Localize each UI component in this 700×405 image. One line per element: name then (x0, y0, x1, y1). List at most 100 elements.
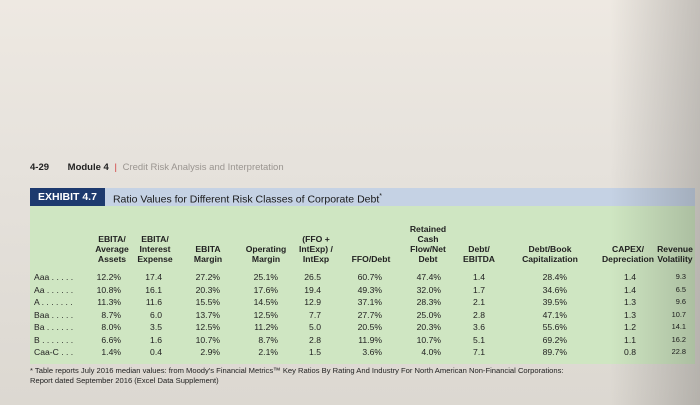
table-cell: 6.5 (675, 284, 686, 294)
table-cell: 89.7% (542, 347, 567, 357)
table-cell: 25.1% (253, 272, 278, 282)
table-cell: 17.6% (253, 284, 278, 295)
table-cell: 16.1 (145, 284, 162, 295)
table-cell: 1.7 (473, 284, 485, 295)
ratio-table: EBITA/Average Assets EBITA/Interest Expense… (30, 206, 695, 364)
table-cell: 16.2 (671, 334, 686, 344)
table-cell: 27.7% (357, 309, 382, 320)
rating-class-label: Aaa . . . . . (34, 272, 74, 282)
footnote-line-2: Report dated September 2016 (Excel Data … (30, 376, 219, 385)
table-cell: 1.3 (624, 297, 636, 307)
table-cell: 20.3% (195, 284, 220, 295)
module-label: Module 4 (67, 162, 109, 173)
column-header-line: IntExp (302, 254, 330, 264)
table-cell: 6.0 (150, 309, 162, 320)
table-cell: 0.8 (624, 347, 636, 357)
table-cell: 11.9% (358, 334, 382, 345)
module-subject: Credit Risk Analysis and Interpretation (122, 162, 284, 173)
table-cell: 1.2 (624, 322, 636, 332)
table-cell: 0.4 (150, 347, 162, 357)
table-cell: 10.8% (96, 284, 121, 295)
table-cell: 9.6 (675, 297, 686, 306)
table-cell: 12.9 (304, 297, 321, 307)
table-cell: 1.4 (473, 272, 485, 282)
table-cell: 10.7% (416, 334, 441, 345)
rating-class-label: B . . . . . . . (34, 334, 74, 345)
table-cell: 10.7 (671, 309, 686, 319)
table-cell: 10.7% (195, 334, 220, 345)
table-row: Aa . . . . . . 10.8% 16.1 20.3% 17.6% 19.4 49.… (30, 285, 695, 296)
table-cell: 28.4% (542, 272, 567, 282)
table-cell: 2.8 (309, 334, 321, 345)
column-header-line: Debt/ (468, 244, 490, 254)
table-cell: 14.1 (671, 322, 686, 331)
table-cell: 39.5% (542, 297, 567, 307)
column-header-line: Margin (251, 254, 281, 264)
table-cell: 7.7 (309, 309, 321, 320)
table-cell: 5.0 (309, 322, 321, 332)
column-header-line: EBITDA (463, 254, 495, 264)
table-cell: 11.2% (254, 322, 278, 332)
table-cell: 3.6% (362, 347, 382, 357)
table-cell: 11.6 (145, 297, 162, 307)
table-row: Ba . . . . . . 8.0% 3.5 12.5% 11.2% 5.0 20.5% 2… (30, 322, 695, 333)
table-row: A . . . . . . . 11.3% 11.6 15.5% 14.5% 12.9 37… (30, 297, 695, 308)
column-header-line: Capitalization (522, 254, 578, 264)
table-cell: 1.5 (309, 347, 321, 357)
column-header-line: Debt (418, 254, 438, 264)
rating-class-label: Ba . . . . . . (34, 322, 74, 332)
table-cell: 1.4% (101, 347, 121, 357)
table-cell: 12.2% (96, 272, 121, 282)
table-cell: 8.0% (101, 322, 121, 332)
column-header-line: Operating (245, 244, 287, 254)
column-header-line: Average (95, 244, 129, 254)
table-cell: 9.3 (675, 272, 686, 281)
table-cell: 32.0% (416, 284, 441, 295)
page-number: 4-29 (30, 162, 50, 173)
table-cell: 11.3% (97, 297, 121, 307)
table-cell: 3.5 (150, 322, 162, 332)
table-cell: 14.5% (253, 297, 278, 307)
table-cell: 1.4 (624, 284, 636, 295)
table-cell: 3.6 (473, 322, 485, 332)
column-header-line: Volatility (657, 254, 693, 264)
table-row: B . . . . . . . 6.6% 1.6 10.7% 8.7% 2.8 11.9% 1… (30, 335, 695, 346)
table-cell: 19.4 (304, 284, 321, 295)
column-header-line: (FFO + (302, 234, 330, 244)
table-cell: 27.2% (195, 272, 220, 282)
table-cell: 12.5% (253, 309, 278, 320)
table-cell: 28.3% (416, 297, 441, 307)
exhibit-title: Ratio Values for Different Risk Classes … (104, 188, 695, 206)
table-cell: 1.1 (624, 334, 636, 345)
table-cell: 12.5% (195, 322, 220, 332)
header-separator: | (114, 162, 117, 173)
table-cell: 5.1 (473, 334, 485, 345)
table-cell: 26.5 (304, 272, 321, 282)
table-cell: 8.7% (258, 334, 278, 345)
table-cell: 25.0% (416, 309, 441, 320)
column-header-line: EBITA (195, 244, 221, 254)
rating-class-label: Caa-C . . . (34, 347, 74, 357)
column-header-line: Debt/Book (528, 244, 572, 254)
table-cell: 15.5% (195, 297, 220, 307)
table-cell: 20.5% (357, 322, 382, 332)
table-cell: 8.7% (101, 309, 121, 320)
footnote-line-1: * Table reports July 2016 median values:… (30, 366, 564, 375)
column-header-line: EBITA/ (98, 234, 126, 244)
table-cell: 1.3 (624, 309, 636, 320)
column-header-line: Expense (137, 254, 173, 264)
table-cell: 55.6% (542, 322, 567, 332)
rating-class-label: Baa . . . . . (34, 309, 74, 320)
rating-class-label: Aa . . . . . . (34, 284, 74, 295)
table-cell: 2.1% (258, 347, 278, 357)
running-header: 4-29 Module 4 | Credit Risk Analysis and… (30, 162, 284, 173)
table-footnote: * Table reports July 2016 median values:… (30, 366, 690, 386)
column-header-line: Interest (139, 244, 171, 254)
table-cell: 13.7% (195, 309, 220, 320)
table-cell: 7.1 (473, 347, 485, 357)
table-cell: 22.8 (671, 347, 686, 356)
table-row: Caa-C . . . 1.4% 0.4 2.9% 2.1% 1.5 3.6% 4.0% 7.1… (30, 347, 695, 358)
table-cell: 47.4% (416, 272, 441, 282)
column-header-line: Revenue (657, 244, 693, 254)
